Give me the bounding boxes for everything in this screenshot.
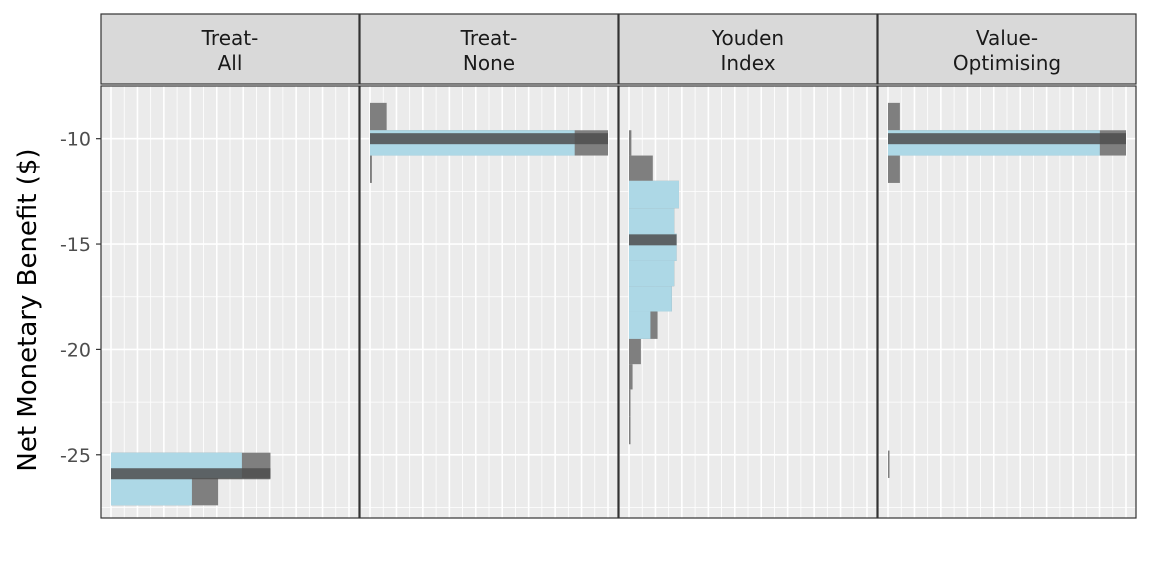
y-tick-label: -10	[60, 129, 91, 151]
median-band	[888, 133, 1126, 145]
histogram-bar	[629, 416, 631, 445]
strip-label-line: Value-	[976, 26, 1038, 50]
median-band	[111, 468, 271, 480]
median-band	[370, 133, 608, 145]
y-axis-ticks: -10 -15 -20 -25	[60, 129, 101, 467]
histogram-bar	[888, 450, 890, 478]
strip-background	[877, 13, 1137, 85]
panel-1: Treat-All	[100, 13, 360, 519]
y-tick-label: -25	[60, 445, 91, 467]
histogram-bar	[370, 102, 387, 131]
histogram-bar	[888, 155, 900, 183]
strip-label-line: Treat-	[460, 26, 518, 50]
panel-border	[359, 85, 619, 519]
strip-background	[100, 13, 360, 85]
panel-border	[618, 85, 878, 519]
median-band	[629, 234, 677, 246]
interval-bar	[629, 311, 651, 339]
strip-label-line: Treat-	[201, 26, 259, 50]
panel-2: Treat-None	[359, 13, 619, 519]
strip-label-line: Optimising	[953, 51, 1061, 75]
histogram-bar	[629, 338, 641, 365]
panels: Treat-AllTreat-NoneYoudenIndexValue-Opti…	[100, 13, 1137, 519]
interval-bar	[629, 286, 672, 312]
strip-label-line: Index	[720, 51, 775, 75]
strip-background	[618, 13, 878, 85]
y-tick-label: -15	[60, 234, 91, 256]
strip-label-line: Youden	[711, 26, 784, 50]
strip-label-line: None	[463, 51, 515, 75]
histogram-bar	[629, 155, 653, 181]
histogram-bar	[629, 364, 633, 390]
histogram-bar	[629, 130, 632, 156]
strip-label-line: All	[218, 51, 243, 75]
interval-bar	[629, 260, 675, 287]
histogram-bar	[888, 102, 900, 131]
panel-border	[877, 85, 1137, 519]
strip-background	[359, 13, 619, 85]
y-axis-label: Net Monetary Benefit ($)	[13, 148, 43, 471]
interval-bar	[629, 208, 675, 234]
panel-border	[100, 85, 360, 519]
histogram-bar	[370, 155, 372, 183]
interval-bar	[629, 180, 679, 209]
panel-4: Value-Optimising	[877, 13, 1137, 519]
interval-bar	[111, 477, 192, 506]
histogram-bar	[629, 389, 631, 417]
y-tick-label: -20	[60, 339, 91, 361]
